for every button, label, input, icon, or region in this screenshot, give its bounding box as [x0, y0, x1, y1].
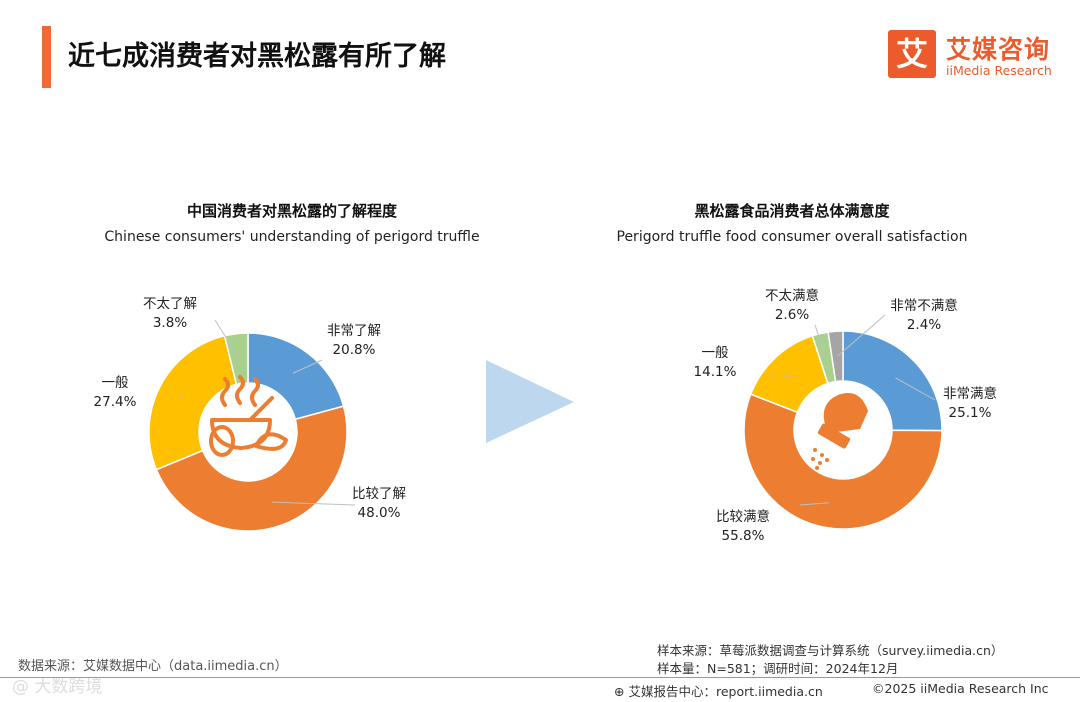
chart2-value-label-5: 2.4%	[907, 317, 941, 333]
chart2-leader-5	[837, 314, 886, 357]
chart1-value-label-2: 48.0%	[358, 505, 401, 521]
chart2-slice-1	[842, 330, 943, 432]
title-accent-bar	[42, 26, 51, 88]
chart1-value-label-3: 27.4%	[94, 394, 137, 410]
chart2-value-label-3: 14.1%	[694, 364, 737, 380]
chart2-leader-4	[814, 324, 827, 359]
chart1-leader-2	[271, 501, 356, 506]
sample-source: 样本来源：草莓派数据调查与计算系统（survey.iimedia.cn）	[657, 643, 1004, 658]
chart2-value-label-4: 2.6%	[775, 307, 809, 323]
chart2-category-label-3: 一般	[702, 345, 730, 361]
chart1-category-label-4: 不太了解	[143, 296, 197, 312]
logo-name-cn: 艾媒咨询	[946, 35, 1051, 64]
chart2-title: 黑松露食品消费者总体满意度	[694, 202, 890, 220]
chart2-value-label-2: 55.8%	[722, 528, 765, 544]
chart1-category-label-2: 比较了解	[352, 486, 406, 502]
chart1-slice-4	[223, 332, 249, 386]
chart1-subtitle: Chinese consumers' understanding of peri…	[104, 229, 480, 245]
logo-name-en: iiMedia Research	[946, 63, 1052, 78]
chart2-donut: 非常满意 25.1% 比较满意 55.8% 一般 14.1% 不太满意 2.6% 非常不满意 2.…	[694, 287, 997, 544]
chart1-category-label-3: 一般	[102, 375, 129, 391]
chart2-slice-5	[827, 330, 844, 383]
chart1-title: 中国消费者对黑松露的了解程度	[186, 202, 397, 220]
copyright: ©2025 iiMedia Research Inc	[872, 681, 1049, 696]
chart1-leader-1	[292, 359, 323, 374]
food-bowl-icon	[209, 375, 288, 457]
chart2-leader-1	[895, 377, 936, 401]
chart1-leader-3	[179, 394, 183, 399]
salt-shaker-icon	[811, 393, 868, 470]
logo-mark: 艾	[888, 30, 936, 78]
chart1-leader-4	[214, 319, 240, 359]
globe-icon: ⊕	[614, 684, 625, 699]
page-title: 近七成消费者对黑松露有所了解	[68, 41, 446, 72]
report-center-text: 艾媒报告中心：report.iimedia.cn	[628, 684, 823, 699]
chart2-value-label-1: 25.1%	[949, 405, 992, 421]
watermark: @ 大数跨境	[12, 677, 103, 697]
chart2-leader-2	[799, 502, 830, 506]
chart1-slice-2	[155, 405, 348, 532]
sample-info: 样本量：N=581；调研时间：2024年12月	[657, 661, 899, 676]
chart1-slice-1	[247, 332, 345, 421]
data-source: 数据来源：艾媒数据中心（data.iimedia.cn）	[18, 659, 288, 674]
chart2-category-label-5: 非常不满意	[890, 297, 958, 314]
chart2-leader-3	[769, 374, 793, 377]
chart1-value-label-4: 3.8%	[153, 315, 187, 331]
chart1-donut: 非常了解 20.8% 比较了解 48.0% 一般 27.4% 不太了解 3.8%	[94, 296, 406, 532]
chart2-category-label-2: 比较满意	[716, 508, 770, 525]
chart2-slice-2	[743, 393, 943, 530]
chart1-category-label-1: 非常了解	[327, 323, 381, 339]
transition-arrow-icon	[486, 360, 574, 443]
iimedia-logo: 艾 艾媒咨询 iiMedia Research	[888, 30, 1063, 82]
chart1-value-label-1: 20.8%	[333, 342, 376, 358]
chart2-category-label-1: 非常满意	[943, 385, 997, 402]
chart2-subtitle: Perigord truffle food consumer overall s…	[616, 229, 968, 245]
chart2-category-label-4: 不太满意	[765, 287, 819, 304]
report-center-link[interactable]: ⊕ 艾媒报告中心：report.iimedia.cn	[614, 681, 823, 700]
footer-divider	[0, 677, 1080, 678]
chart1-slice-3	[148, 334, 238, 471]
